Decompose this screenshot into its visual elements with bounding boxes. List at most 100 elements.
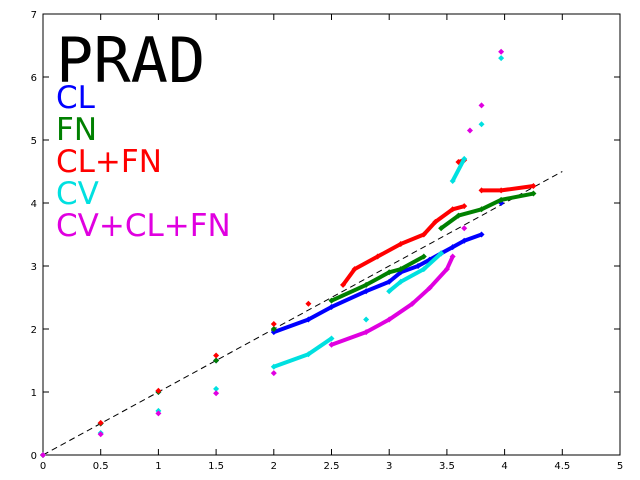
point <box>530 190 537 197</box>
legend-label: CL <box>56 80 96 116</box>
reference-line <box>42 171 563 456</box>
x-tick-label: 0 <box>40 461 46 472</box>
point <box>498 55 505 62</box>
series-segment <box>365 279 390 294</box>
series-segment <box>376 242 402 259</box>
point <box>478 121 485 128</box>
point <box>363 329 370 336</box>
y-tick-label: 7 <box>31 10 37 21</box>
series-segment <box>480 198 503 212</box>
chart-title: PRAD <box>56 24 205 97</box>
series-segment <box>445 255 455 270</box>
point <box>478 102 485 109</box>
series-segment <box>410 286 431 306</box>
point <box>420 253 427 260</box>
legend-label: CV+CL+FN <box>56 208 231 244</box>
x-tick-label: 2.5 <box>324 461 340 472</box>
point <box>498 48 505 55</box>
series-segment <box>365 270 391 287</box>
point <box>270 370 277 377</box>
point <box>305 316 312 323</box>
series-segment <box>330 289 367 309</box>
point <box>213 385 220 392</box>
series-segment <box>399 254 425 271</box>
point <box>449 206 456 213</box>
series-segment <box>330 330 367 347</box>
series-segment <box>399 232 425 246</box>
point <box>155 387 162 394</box>
legend-label: CL+FN <box>56 144 162 180</box>
point <box>478 187 485 194</box>
point <box>449 253 456 260</box>
point <box>97 419 104 426</box>
series-segment <box>388 302 414 322</box>
x-tick-label: 3.5 <box>439 461 455 472</box>
x-tick-label: 1 <box>155 461 161 472</box>
series-segment <box>307 336 333 356</box>
y-tick-label: 1 <box>31 388 37 399</box>
point <box>363 316 370 323</box>
legend-label: FN <box>56 112 97 148</box>
point <box>305 300 312 307</box>
point <box>432 218 439 225</box>
point <box>386 288 393 295</box>
series-segment <box>273 317 310 335</box>
series-segment <box>422 220 437 236</box>
series-segment <box>307 305 333 322</box>
point <box>328 303 335 310</box>
series-segment <box>399 267 425 284</box>
point <box>530 182 537 189</box>
point <box>270 363 277 370</box>
point <box>455 212 462 219</box>
point <box>478 231 485 238</box>
point <box>466 127 473 134</box>
point <box>213 390 220 397</box>
point <box>97 431 104 438</box>
point <box>420 231 427 238</box>
point <box>270 320 277 327</box>
x-tick-label: 2 <box>271 461 277 472</box>
series-segment <box>428 267 449 290</box>
point <box>397 278 404 285</box>
series-segment <box>387 280 403 293</box>
series-segment <box>400 264 419 275</box>
series-segment <box>387 270 403 284</box>
point <box>438 225 445 232</box>
point <box>386 269 393 276</box>
point <box>386 278 393 285</box>
point <box>498 187 505 194</box>
x-tick-label: 0.5 <box>93 461 109 472</box>
series-segment <box>500 191 534 202</box>
point <box>386 316 393 323</box>
point <box>478 206 485 213</box>
point <box>305 351 312 358</box>
point <box>438 250 445 257</box>
point <box>426 285 433 292</box>
series-segment <box>457 207 483 218</box>
point <box>328 297 335 304</box>
point <box>461 225 468 232</box>
series-segment <box>330 283 367 303</box>
point <box>498 196 505 203</box>
point <box>374 253 381 260</box>
y-tick-label: 4 <box>31 199 37 210</box>
point <box>415 263 422 269</box>
point <box>449 244 456 251</box>
point <box>270 329 277 336</box>
x-tick-label: 3 <box>386 461 392 472</box>
point <box>328 341 335 348</box>
series-segment <box>450 157 466 182</box>
y-tick-label: 0 <box>31 451 37 462</box>
point <box>213 352 220 359</box>
series-segment <box>353 254 379 271</box>
point <box>461 237 468 244</box>
series-segment <box>422 251 443 271</box>
point <box>420 266 427 273</box>
point <box>340 281 347 288</box>
x-tick-label: 4.5 <box>554 461 570 472</box>
point <box>213 357 220 364</box>
x-tick-label: 5 <box>617 461 623 472</box>
point <box>397 266 404 273</box>
x-tick-label: 1.5 <box>208 461 224 472</box>
